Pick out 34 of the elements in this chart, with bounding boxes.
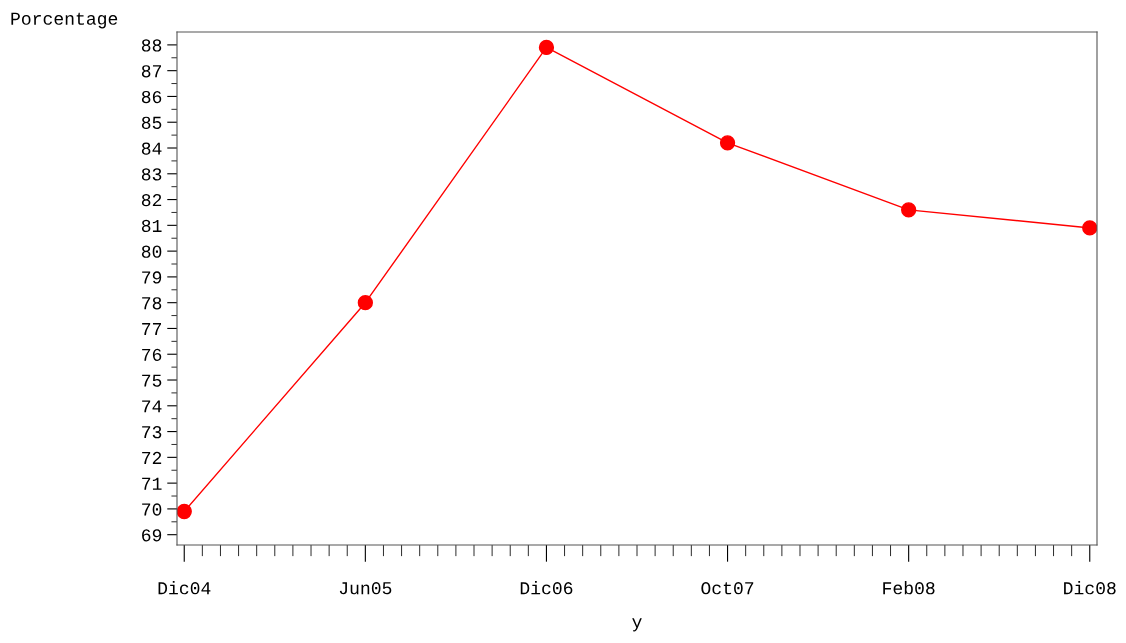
y-tick-label: 74 bbox=[142, 400, 162, 413]
x-tick-label: Jun05 bbox=[339, 582, 392, 595]
y-tick-label: 83 bbox=[141, 168, 162, 181]
y-tick-label: 87 bbox=[141, 65, 162, 78]
y-tick-label: 85 bbox=[141, 116, 162, 129]
y-tick-label: 84 bbox=[141, 142, 162, 155]
point bbox=[901, 202, 917, 218]
y-tick-label: 71 bbox=[142, 477, 162, 490]
point bbox=[177, 503, 192, 520]
x-axis-title: y bbox=[632, 618, 642, 632]
x-tick-label: Dic06 bbox=[520, 581, 573, 595]
x-tick-label: Dic04 bbox=[158, 581, 211, 595]
y-tick-label: 82 bbox=[141, 194, 162, 207]
point bbox=[357, 295, 373, 311]
y-tick-label: 69 bbox=[142, 529, 162, 542]
y-tick-label: 76 bbox=[142, 348, 162, 361]
y-tick-label: 78 bbox=[142, 297, 162, 310]
point bbox=[1082, 220, 1097, 236]
y-tick-label: 79 bbox=[142, 271, 162, 284]
y-tick-label: 73 bbox=[142, 426, 162, 439]
point bbox=[538, 39, 555, 56]
y-tick-label: 88 bbox=[141, 39, 162, 52]
y-tick-label: 75 bbox=[142, 374, 162, 387]
y-tick-label: 70 bbox=[142, 503, 162, 516]
x-tick-label: Feb08 bbox=[883, 581, 935, 595]
y-tick-label: 80 bbox=[141, 245, 162, 258]
x-tick-label: Oct07 bbox=[701, 582, 754, 595]
y-tick-label: 77 bbox=[142, 323, 162, 335]
y-tick-label: 81 bbox=[141, 219, 162, 233]
y-tick-label: 72 bbox=[142, 451, 162, 464]
y-tick-label: 86 bbox=[141, 90, 162, 104]
point bbox=[719, 135, 736, 151]
x-tick-label: Dic08 bbox=[1064, 581, 1116, 595]
y-axis-title: Porcentage bbox=[11, 12, 118, 29]
